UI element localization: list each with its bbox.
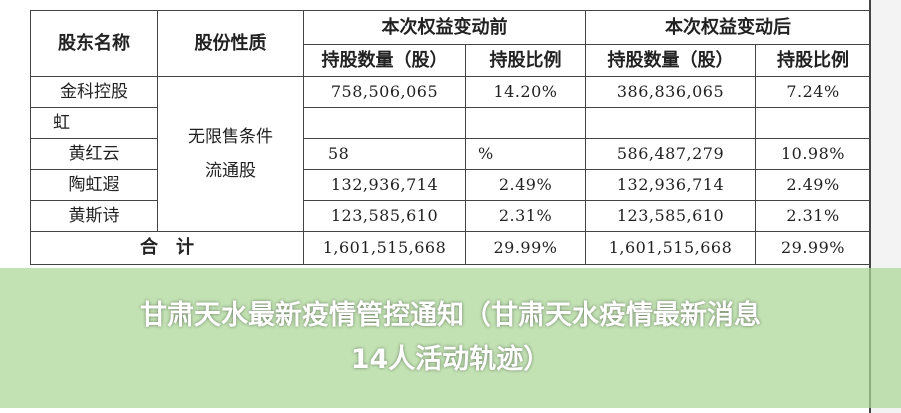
header-nature: 股份性质 (157, 10, 304, 77)
cell-before-ratio (465, 107, 586, 139)
cell-before-shares: 58 (303, 138, 466, 170)
cell-after-shares (585, 107, 756, 139)
header-before: 本次权益变动前 (303, 10, 586, 45)
cell-name: 黄红云 (30, 138, 158, 170)
cell-before-shares: 132,936,714 (303, 169, 466, 201)
cell-before-ratio: % (465, 138, 586, 170)
header-after-ratio: 持股比例 (755, 44, 871, 77)
cell-before-ratio: 14.20% (465, 76, 586, 108)
cell-after-shares: 132,936,714 (585, 169, 756, 201)
total-label: 合 计 (30, 231, 304, 265)
total-row: 合 计 1,601,515,668 29.99% 1,601,515,668 2… (30, 231, 871, 265)
shareholding-table: 股东名称 股份性质 本次权益变动前 本次权益变动后 持股数量（股） 持股比例 持… (30, 10, 871, 265)
cell-after-shares: 123,585,610 (585, 200, 756, 232)
cell-name: 黄斯诗 (30, 200, 158, 232)
table-row: 黄红云 58 % 586,487,279 10.98% (30, 138, 871, 170)
cell-name: 金科控股 (30, 76, 158, 108)
header-before-shares: 持股数量（股） (303, 44, 466, 77)
cell-after-ratio: 10.98% (755, 138, 871, 170)
total-before-shares: 1,601,515,668 (303, 231, 466, 265)
cell-before-shares (303, 107, 466, 139)
table-row: 陶虹遐 132,936,714 2.49% 132,936,714 2.49% (30, 169, 871, 201)
cell-after-ratio: 2.49% (755, 169, 871, 201)
title-banner (0, 268, 901, 408)
cell-after-ratio: 7.24% (755, 76, 871, 108)
cell-before-ratio: 2.49% (465, 169, 586, 201)
cell-after-ratio: 2.31% (755, 200, 871, 232)
header-after-shares: 持股数量（股） (585, 44, 756, 77)
cell-after-shares: 586,487,279 (585, 138, 756, 170)
header-after: 本次权益变动后 (585, 10, 871, 45)
title-line1: 甘肃天水最新疫情管控通知（甘肃天水疫情最新消息 (140, 300, 761, 331)
total-after-ratio: 29.99% (755, 231, 871, 265)
table-row: 黄斯诗 123,585,610 2.31% 123,585,610 2.31% (30, 200, 871, 232)
header-name: 股东名称 (30, 10, 158, 77)
cell-before-shares: 758,506,065 (303, 76, 466, 108)
nature-line1: 无限售条件 (188, 127, 273, 147)
cell-before-shares: 123,585,610 (303, 200, 466, 232)
nature-line2: 流通股 (205, 161, 256, 181)
cell-name: 虹 (30, 107, 158, 139)
table-row: 虹 (30, 107, 871, 139)
cell-before-ratio: 2.31% (465, 200, 586, 232)
article-title[interactable]: 甘肃天水最新疫情管控通知（甘肃天水疫情最新消息 14人活动轨迹） (0, 294, 901, 382)
cell-after-shares: 386,836,065 (585, 76, 756, 108)
table-row: 金科控股 无限售条件 流通股 758,506,065 14.20% 386,83… (30, 76, 871, 232)
total-after-shares: 1,601,515,668 (585, 231, 756, 265)
cell-name: 陶虹遐 (30, 169, 158, 201)
title-line2: 14人活动轨迹） (350, 344, 551, 375)
total-before-ratio: 29.99% (465, 231, 586, 265)
cell-after-ratio (755, 107, 871, 139)
cell-nature: 无限售条件 流通股 (157, 76, 304, 232)
header-before-ratio: 持股比例 (465, 44, 586, 77)
